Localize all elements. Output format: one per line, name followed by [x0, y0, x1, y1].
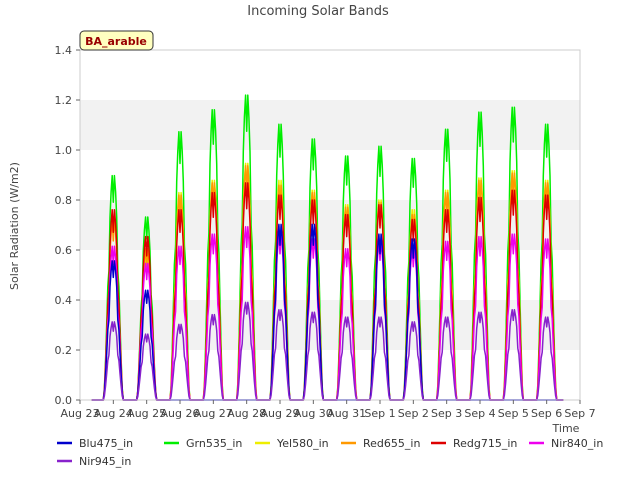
x-tick-label: Aug 27: [194, 407, 233, 420]
x-tick-label: Aug 30: [294, 407, 333, 420]
x-axis-label: Time: [552, 422, 580, 435]
y-tick-label: 1.0: [55, 144, 73, 157]
x-tick-label: Sep 3: [431, 407, 462, 420]
plot-frame: [79, 49, 581, 401]
x-tick-label: Aug 26: [161, 407, 200, 420]
y-tick-label: 0.8: [55, 194, 73, 207]
x-tick-label: Sep 6: [531, 407, 562, 420]
legend-label: Yel580_in: [276, 437, 329, 450]
y-tick-label: 0.6: [55, 244, 73, 257]
y-tick-label: 0.0: [55, 394, 73, 407]
legend: Blu475_in Grn535_in Yel580_in Red655_in Redg…: [57, 437, 603, 468]
y-axis-label: Solar Radiation (W/m2): [8, 162, 21, 290]
x-tick-label: Aug 23: [61, 407, 100, 420]
grid-band: [80, 300, 580, 350]
x-tick-label: Aug 29: [261, 407, 300, 420]
x-tick-label: Aug 28: [227, 407, 266, 420]
y-tick-label: 1.4: [55, 44, 73, 57]
x-tick-label: Sep 5: [498, 407, 529, 420]
y-tick-label: 0.2: [55, 344, 73, 357]
legend-label: Red655_in: [363, 437, 420, 450]
legend-label: Grn535_in: [186, 437, 242, 450]
chart-title: Incoming Solar Bands: [247, 4, 389, 19]
legend-label: Blu475_in: [79, 437, 133, 450]
legend-label: Redg715_in: [453, 437, 517, 450]
grid-bands: [80, 100, 580, 350]
y-tick-label: 1.2: [55, 94, 73, 107]
legend-label: Nir840_in: [551, 437, 603, 450]
x-tick-label: Aug 31: [327, 407, 366, 420]
x-tick-label: Sep 2: [398, 407, 429, 420]
x-tick-label: Aug 24: [94, 407, 133, 420]
x-tick-label: Sep 1: [364, 407, 395, 420]
x-tick-label: Aug 25: [127, 407, 166, 420]
site-badge-box: [79, 30, 154, 51]
y-tick-label: 0.4: [55, 294, 73, 307]
site-badge-label: BA_arable: [85, 35, 147, 48]
grid-band: [80, 200, 580, 250]
y-axis-ticks: 0.0 0.2 0.4 0.6 0.8 1.0 1.2 1.4: [55, 44, 80, 407]
x-tick-label: Sep 4: [464, 407, 495, 420]
x-tick-label: Sep 7: [564, 407, 595, 420]
legend-label: Nir945_in: [79, 455, 131, 468]
grid-band: [80, 100, 580, 150]
site-badge: BA_arable: [79, 30, 154, 51]
